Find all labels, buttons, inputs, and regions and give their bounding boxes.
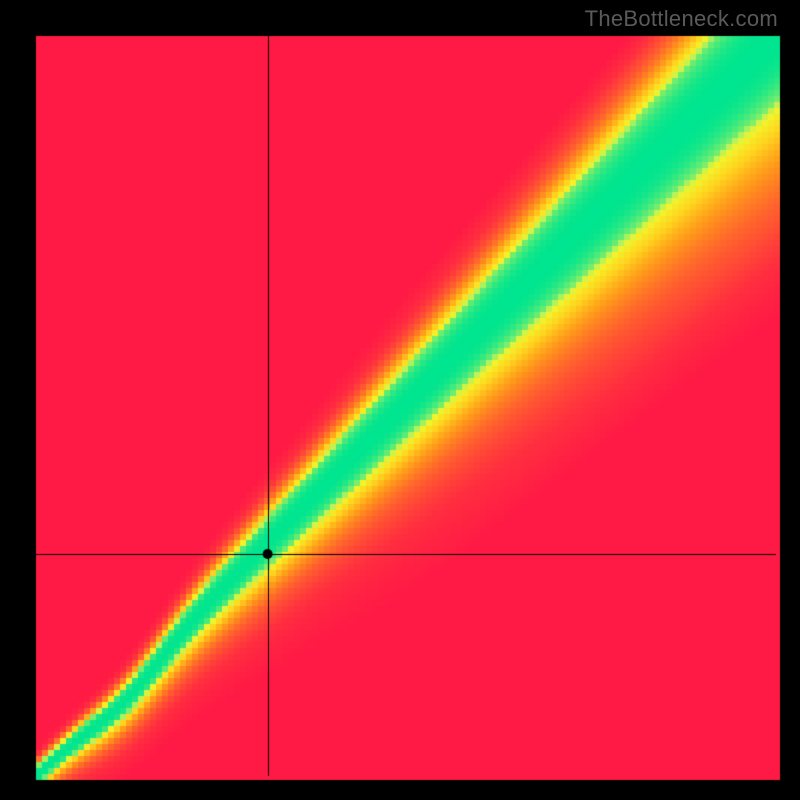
watermark-text: TheBottleneck.com <box>585 6 778 32</box>
chart-container: TheBottleneck.com <box>0 0 800 800</box>
bottleneck-heatmap <box>0 0 800 800</box>
